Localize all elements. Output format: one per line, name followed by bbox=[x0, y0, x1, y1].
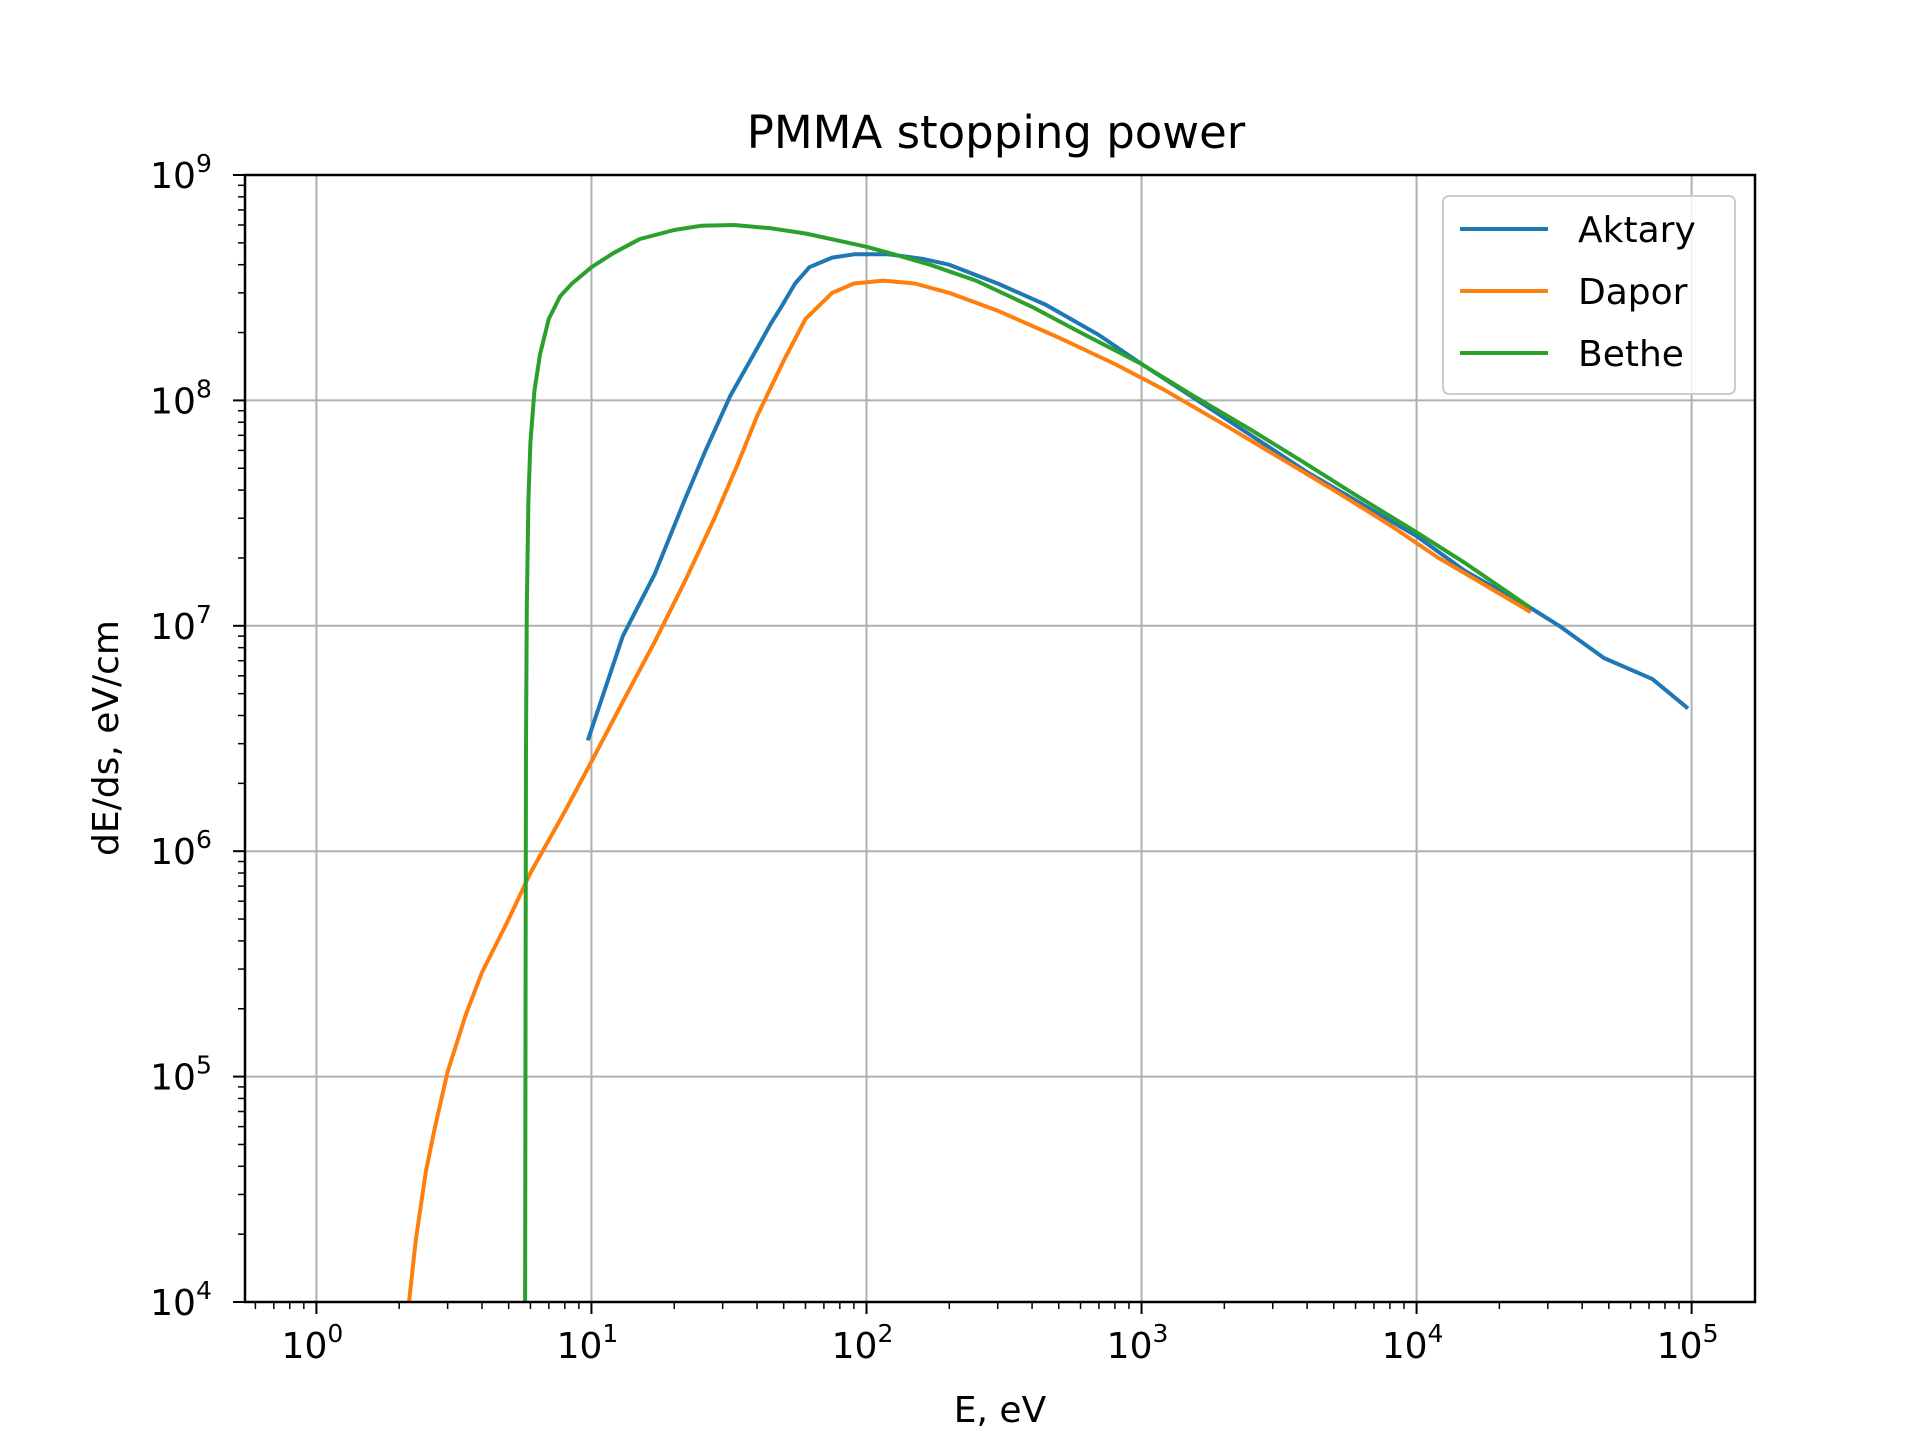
x-tick-label: 104 bbox=[1382, 1319, 1444, 1367]
legend-label-aktary: Aktary bbox=[1578, 210, 1696, 251]
y-tick-base: 10 bbox=[150, 1058, 196, 1099]
x-axis-label: E, eV bbox=[954, 1390, 1047, 1431]
y-tick-label: 104 bbox=[150, 1276, 212, 1324]
x-tick-base: 10 bbox=[832, 1326, 878, 1367]
legend-label-bethe: Bethe bbox=[1578, 334, 1684, 375]
y-tick-exponent: 9 bbox=[196, 149, 212, 178]
y-tick-exponent: 7 bbox=[196, 600, 212, 629]
legend: Aktary Dapor Bethe bbox=[1442, 195, 1736, 395]
x-tick-label: 100 bbox=[282, 1319, 344, 1367]
x-tick-exponent: 5 bbox=[1703, 1319, 1719, 1348]
series-line-dapor bbox=[407, 278, 1532, 1303]
x-tick-exponent: 2 bbox=[877, 1319, 893, 1348]
y-tick-label: 106 bbox=[150, 825, 212, 873]
y-tick-exponent: 6 bbox=[196, 825, 212, 854]
plot-series bbox=[407, 223, 1690, 1303]
x-tick-label: 102 bbox=[832, 1319, 894, 1367]
x-tick-base: 10 bbox=[1657, 1326, 1703, 1367]
x-tick-base: 10 bbox=[1382, 1326, 1428, 1367]
x-tick-exponent: 0 bbox=[327, 1319, 343, 1348]
x-tick-label: 103 bbox=[1107, 1319, 1169, 1367]
grid-lines bbox=[245, 174, 1755, 1303]
y-tick-base: 10 bbox=[150, 832, 196, 873]
y-tick-exponent: 5 bbox=[196, 1051, 212, 1080]
legend-box bbox=[1442, 195, 1736, 395]
x-tick-exponent: 1 bbox=[602, 1319, 618, 1348]
y-axis-label: dE/ds, eV/cm bbox=[86, 620, 127, 856]
y-tick-base: 10 bbox=[150, 381, 196, 422]
chart-title: PMMA stopping power bbox=[747, 106, 1246, 159]
x-tick-exponent: 3 bbox=[1152, 1319, 1168, 1348]
plot-frame bbox=[243, 173, 1757, 1304]
series-line-bethe bbox=[523, 223, 1532, 1303]
x-tick-label: 105 bbox=[1657, 1319, 1719, 1367]
x-tick-base: 10 bbox=[1107, 1326, 1153, 1367]
y-tick-label: 107 bbox=[150, 600, 212, 648]
axis-ticks bbox=[233, 174, 1693, 1314]
x-tick-base: 10 bbox=[557, 1326, 603, 1367]
x-tick-exponent: 4 bbox=[1428, 1319, 1444, 1348]
x-tick-base: 10 bbox=[282, 1326, 328, 1367]
legend-label-dapor: Dapor bbox=[1578, 272, 1688, 313]
y-tick-exponent: 4 bbox=[196, 1276, 212, 1305]
y-tick-label: 105 bbox=[150, 1051, 212, 1099]
y-tick-base: 10 bbox=[150, 156, 196, 197]
y-tick-exponent: 8 bbox=[196, 374, 212, 403]
y-tick-base: 10 bbox=[150, 607, 196, 648]
x-tick-label: 101 bbox=[557, 1319, 619, 1367]
series-line-aktary bbox=[585, 252, 1690, 742]
y-tick-label: 109 bbox=[150, 149, 212, 197]
y-tick-label: 108 bbox=[150, 374, 212, 422]
y-tick-base: 10 bbox=[150, 1283, 196, 1324]
